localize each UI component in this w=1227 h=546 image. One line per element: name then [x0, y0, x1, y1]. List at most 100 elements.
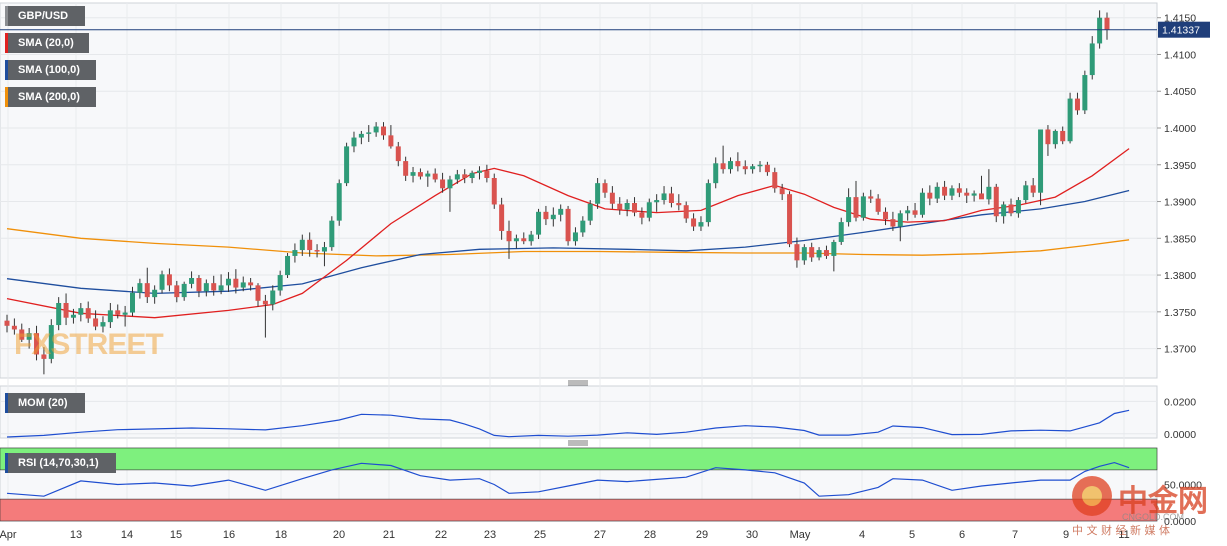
candle: [632, 197, 638, 217]
sma-200-path: [6, 228, 1130, 257]
candle-body: [971, 193, 977, 196]
candle: [868, 189, 874, 203]
x-tick-label: 9: [1063, 529, 1069, 541]
candle-body: [683, 205, 689, 219]
candle-body: [550, 214, 556, 220]
candle: [11, 318, 17, 335]
candle-body: [107, 310, 113, 323]
candle-body: [181, 283, 187, 298]
candle-body: [48, 325, 54, 359]
candle: [395, 141, 401, 167]
candle: [344, 142, 350, 187]
candle: [144, 267, 150, 303]
candle-body: [144, 283, 150, 298]
candle: [883, 207, 889, 226]
candle-body: [1067, 98, 1073, 142]
candle: [499, 197, 505, 240]
candle: [956, 183, 962, 198]
candle: [115, 304, 121, 319]
candle: [927, 185, 933, 206]
candle: [262, 294, 268, 338]
candle-body: [772, 172, 778, 189]
candle-body: [225, 278, 231, 286]
candle-body: [757, 164, 763, 167]
candle-body: [1052, 130, 1058, 145]
candle-body: [462, 174, 468, 178]
rsi-tick-label: 0.0000: [1164, 516, 1196, 528]
cngold-logo-inner-icon: [1082, 486, 1102, 506]
candle-body: [1023, 185, 1029, 201]
candle-body: [809, 247, 815, 258]
candle-body: [1089, 43, 1095, 76]
candle-body: [78, 308, 84, 315]
candle: [779, 183, 785, 201]
candle-body: [100, 322, 106, 327]
candle-body: [668, 193, 674, 203]
candle: [1001, 201, 1007, 224]
mom-tick-label: 0.0200: [1164, 396, 1196, 408]
price-panel: [0, 2, 1158, 379]
candle: [816, 247, 822, 261]
candle: [742, 160, 748, 175]
candle-body: [211, 283, 217, 291]
candle-body: [285, 255, 291, 276]
candle-body: [314, 250, 320, 252]
candle-body: [159, 274, 165, 290]
momentum-panel: 0.0200 0.0000: [0, 396, 1196, 441]
price-tick-label: 1.4000: [1164, 123, 1196, 135]
mom-tick-label: 0.0000: [1164, 429, 1196, 441]
cngold-site: CNGOLD.COM: [1122, 512, 1185, 522]
candle-body: [417, 172, 423, 177]
candle: [174, 280, 180, 303]
candle: [978, 175, 984, 200]
candle-body: [26, 333, 32, 340]
legend-symbol: GBP/USD: [5, 6, 85, 26]
candle: [19, 323, 25, 342]
candle-body: [307, 239, 313, 251]
cngold-subtitle: 中 文 财 经 新 媒 体: [1072, 524, 1170, 537]
candle: [875, 194, 881, 215]
price-tick-label: 1.4100: [1164, 49, 1196, 61]
x-tick-label: 28: [644, 529, 656, 541]
candle: [277, 270, 283, 296]
price-axis: 1.41501.41001.40501.40001.39501.39001.38…: [0, 13, 1210, 356]
x-tick-label: 22: [435, 529, 447, 541]
candle-body: [476, 170, 482, 173]
candle: [70, 308, 76, 324]
last-price-badge: [1158, 21, 1210, 38]
candle: [772, 167, 778, 193]
candle-body: [329, 220, 335, 248]
candle-body: [580, 220, 586, 233]
candle: [757, 161, 763, 173]
legend-sma-200: SMA (200,0): [5, 87, 96, 107]
candle-body: [1082, 75, 1088, 111]
candle-body: [624, 203, 630, 210]
candle: [668, 186, 674, 208]
candle-body: [395, 146, 401, 162]
candle: [100, 316, 106, 333]
candle-body: [321, 247, 327, 252]
candle: [919, 188, 925, 218]
candle-body: [93, 318, 99, 327]
candle-body: [1030, 185, 1036, 193]
candle: [189, 271, 195, 289]
x-tick-label: 30: [746, 529, 758, 541]
candle: [661, 186, 667, 205]
x-tick-label: 4: [859, 529, 865, 541]
candle-body: [801, 247, 807, 261]
candle-body: [4, 320, 10, 326]
candle: [196, 275, 202, 298]
candle-body: [130, 292, 136, 313]
x-tick-label: 7: [1012, 529, 1018, 541]
candle-body: [381, 126, 387, 136]
candle: [122, 305, 128, 327]
candle-body: [189, 278, 195, 284]
candle-body: [1097, 17, 1103, 44]
x-tick-label: 13: [70, 529, 82, 541]
candle: [181, 281, 187, 301]
candle-body: [816, 250, 822, 258]
candle: [373, 122, 379, 137]
cngold-logo-text: 中金网: [1118, 484, 1208, 519]
candle: [853, 180, 859, 222]
candle-body: [838, 222, 844, 242]
